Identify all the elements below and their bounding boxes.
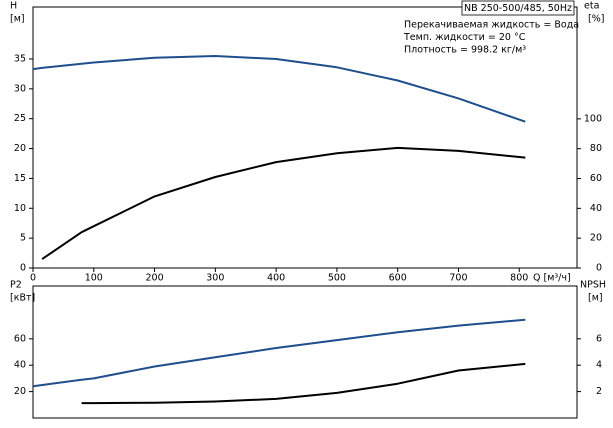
y2-axis-unit: [м]: [588, 293, 603, 304]
y-axis-label: H: [10, 1, 17, 12]
y-tick-label: 60: [14, 333, 26, 344]
y-axis-label: P2: [10, 280, 22, 291]
x-tick-label: 0: [30, 273, 36, 284]
y2-tick-label: 20: [590, 233, 602, 244]
series-line: [32, 55, 526, 123]
chart-title: NB 250-500/485, 50Hz: [464, 3, 572, 14]
y-tick-label: 20: [14, 143, 26, 154]
y-tick-label: 25: [14, 113, 26, 124]
y2-axis-label: eta: [584, 1, 599, 12]
y-tick-label: 40: [14, 360, 26, 371]
series-line: [32, 318, 526, 388]
x-tick-label: 400: [267, 273, 285, 284]
x-tick-label: 800: [510, 273, 528, 284]
y2-tick-label: 2: [596, 386, 602, 397]
annotation: Перекачиваемая жидкость = Вода: [404, 20, 579, 31]
y2-tick-label: 0: [596, 263, 602, 274]
plot-frame: [32, 285, 578, 419]
annotation: Темп. жидкости = 20 °C: [403, 32, 526, 43]
x-tick-label: 500: [328, 273, 346, 284]
y2-tick-label: 100: [584, 113, 602, 124]
x-tick-label: 300: [206, 273, 224, 284]
y-tick-label: 30: [14, 83, 26, 94]
title-box: [461, 0, 575, 16]
y2-tick-label: 4: [596, 360, 602, 371]
y-tick-label: 0: [20, 263, 26, 274]
y-tick-label: 20: [14, 386, 26, 397]
y-tick-label: 15: [14, 173, 26, 184]
y-tick-label: 10: [14, 203, 26, 214]
y-tick-label: 5: [20, 233, 26, 244]
plot-frame: [32, 6, 578, 269]
y2-tick-label: 40: [590, 203, 602, 214]
y-axis-unit: [м]: [10, 14, 25, 25]
annotation: Плотность = 998.2 кг/м³: [404, 45, 526, 56]
x-axis-label: Q [м³/ч]: [533, 273, 571, 284]
x-tick-label: 200: [145, 273, 163, 284]
series-line: [81, 362, 526, 405]
y2-tick-label: 80: [590, 143, 602, 154]
series-line: [41, 146, 526, 260]
y2-axis-unit: [%]: [588, 14, 604, 25]
x-tick-label: 700: [449, 273, 467, 284]
y-tick-label: 35: [14, 53, 26, 64]
x-tick-label: 600: [389, 273, 407, 284]
y2-tick-label: 60: [590, 173, 602, 184]
y2-tick-label: 6: [596, 333, 602, 344]
y2-axis-label: NPSH: [580, 280, 606, 291]
x-tick-label: 100: [85, 273, 103, 284]
y-axis-unit: [кВт]: [10, 293, 35, 304]
